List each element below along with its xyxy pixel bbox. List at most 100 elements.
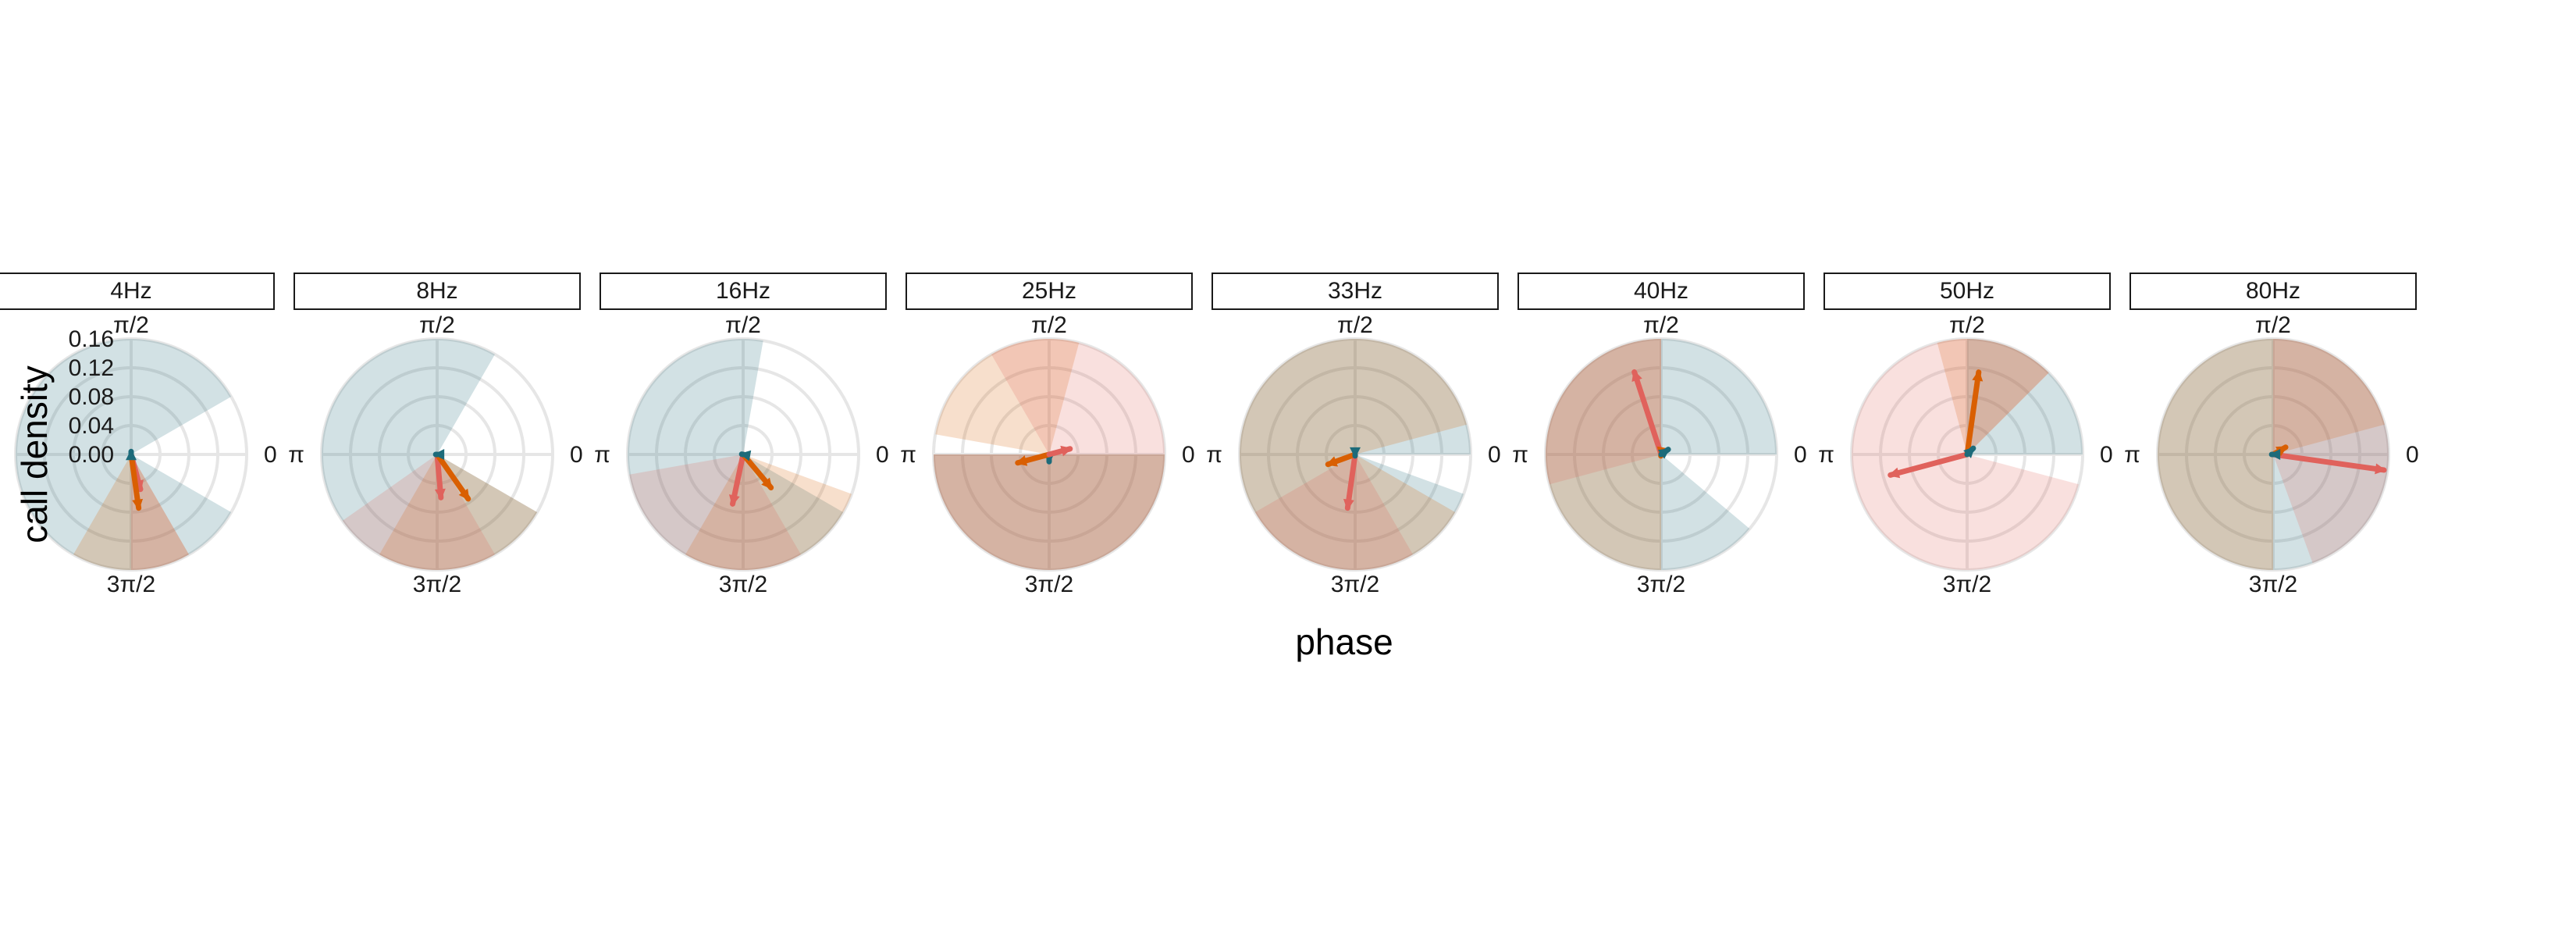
y-tick-label: 0.12 [69,355,114,381]
angle-label: 0 [1488,442,1501,468]
polar-grid [626,337,860,572]
angle-label: π/2 [725,312,761,338]
sector-coral [1545,339,1661,485]
angle-label: 3π/2 [1637,572,1685,597]
panels-layer: 4Hz0π/2π3π/28Hz0π/2π3π/216Hz0π/2π3π/225H… [0,273,2419,597]
angle-label: π [900,442,916,468]
angle-label: 0 [1794,442,1807,468]
angle-label: 3π/2 [719,572,767,597]
arrow-coral [1888,451,1970,478]
angle-label: 0 [2406,442,2419,468]
arrowhead-orange [761,477,773,490]
facet-label: 50Hz [1940,278,1994,304]
facet-label: 80Hz [2246,278,2300,304]
arrowhead-coral [2375,463,2386,475]
angle-label: 0 [570,442,583,468]
sector-teal [1967,339,2083,454]
arrowhead-teal [126,449,137,461]
facet-strip [906,273,1193,310]
arrowhead-coral [728,494,740,507]
sector-orange [1546,339,1661,570]
arrowhead-teal [739,450,752,461]
polar-panel: 50Hz 0 π/2 π 3π/2 [1818,273,2113,597]
arrowhead-teal [1963,447,1975,458]
x-axis-title: phase [1295,622,1393,662]
polar-panel: 80Hz 0 π/2 π 3π/2 [2124,273,2419,597]
arrowhead-coral [1343,498,1354,511]
facet-label: 25Hz [1022,278,1076,304]
sector-coral [342,454,495,570]
arrowhead-teal [1658,447,1670,459]
y-tick-label: 0.04 [69,413,114,439]
arrowhead-orange [2275,446,2288,457]
sector-coral [934,454,1165,570]
arrowhead-teal [1350,447,1361,458]
arrowhead-orange [132,498,144,511]
arrow-orange [128,451,142,511]
arrowhead-teal [2269,449,2281,460]
arrow-coral [2270,451,2387,473]
facet-label: 16Hz [716,278,770,304]
y-axis-title: call density [14,365,55,543]
angle-label: 3π/2 [2249,572,2297,597]
angle-label: 0 [1182,442,1195,468]
angle-label: π [1206,442,1222,468]
sector-teal [322,339,538,571]
angle-label: 3π/2 [107,572,155,597]
angle-label: π [2124,442,2140,468]
arrow-coral [1631,369,1664,458]
polar-panel: 25Hz 0 π/2 π 3π/2 [900,273,1195,597]
polar-panel: 40Hz 0 π/2 π 3π/2 [1512,273,1807,597]
arrowhead-coral [1060,445,1073,457]
arrowhead-teal [433,449,445,460]
arrowhead-orange [458,488,470,501]
arrowhead-orange [1015,455,1028,466]
sector-teal [934,454,1165,570]
angle-label: 3π/2 [413,572,461,597]
polar-panel: 8Hz 0 π/2 π 3π/2 [288,273,583,597]
sector-teal [628,339,844,570]
sector-orange [934,454,1165,570]
angle-label: 3π/2 [1943,572,1991,597]
sector-orange [379,454,538,570]
facet-strip [2129,273,2417,310]
angle-label: π/2 [113,312,149,338]
angle-label: 0 [2100,442,2113,468]
sector-coral [131,454,189,570]
facet-label: 40Hz [1634,278,1688,304]
sector-orange [935,339,1080,454]
angle-label: π/2 [1031,312,1067,338]
facet-label: 4Hz [110,278,151,304]
angle-label: 3π/2 [1025,572,1073,597]
polar-panel: 33Hz 0 π/2 π 3π/2 [1206,273,1501,597]
angle-label: π [1512,442,1528,468]
angle-label: 0 [876,442,889,468]
sector-coral [1254,454,1413,570]
arrowhead-coral [1631,369,1642,383]
arrowhead-orange [1972,369,1984,382]
angle-label: π/2 [2255,312,2291,338]
arrowhead-coral [434,488,446,501]
arrowhead-orange [1325,456,1338,467]
angle-label: π [594,442,610,468]
y-tick-label: 0.00 [69,442,114,468]
angle-label: 0 [264,442,277,468]
facet-label: 8Hz [416,278,457,304]
y-axis: 0.00 0.04 0.08 0.12 0.16 [69,326,114,468]
sector-orange [73,454,189,570]
facet-strip [294,273,581,310]
sector-teal [16,339,232,570]
angle-label: π/2 [1643,312,1679,338]
y-tick-label: 0.08 [69,384,114,410]
polar-panel: 16Hz 0 π/2 π 3π/2 [594,273,889,597]
sector-orange [1937,339,2049,454]
facet-strip [1823,273,2111,310]
angle-label: π/2 [1337,312,1373,338]
angle-label: 3π/2 [1331,572,1379,597]
facet-label: 33Hz [1328,278,1382,304]
angle-label: π/2 [419,312,455,338]
facet-strip [1212,273,1499,310]
sector-coral [629,454,801,570]
